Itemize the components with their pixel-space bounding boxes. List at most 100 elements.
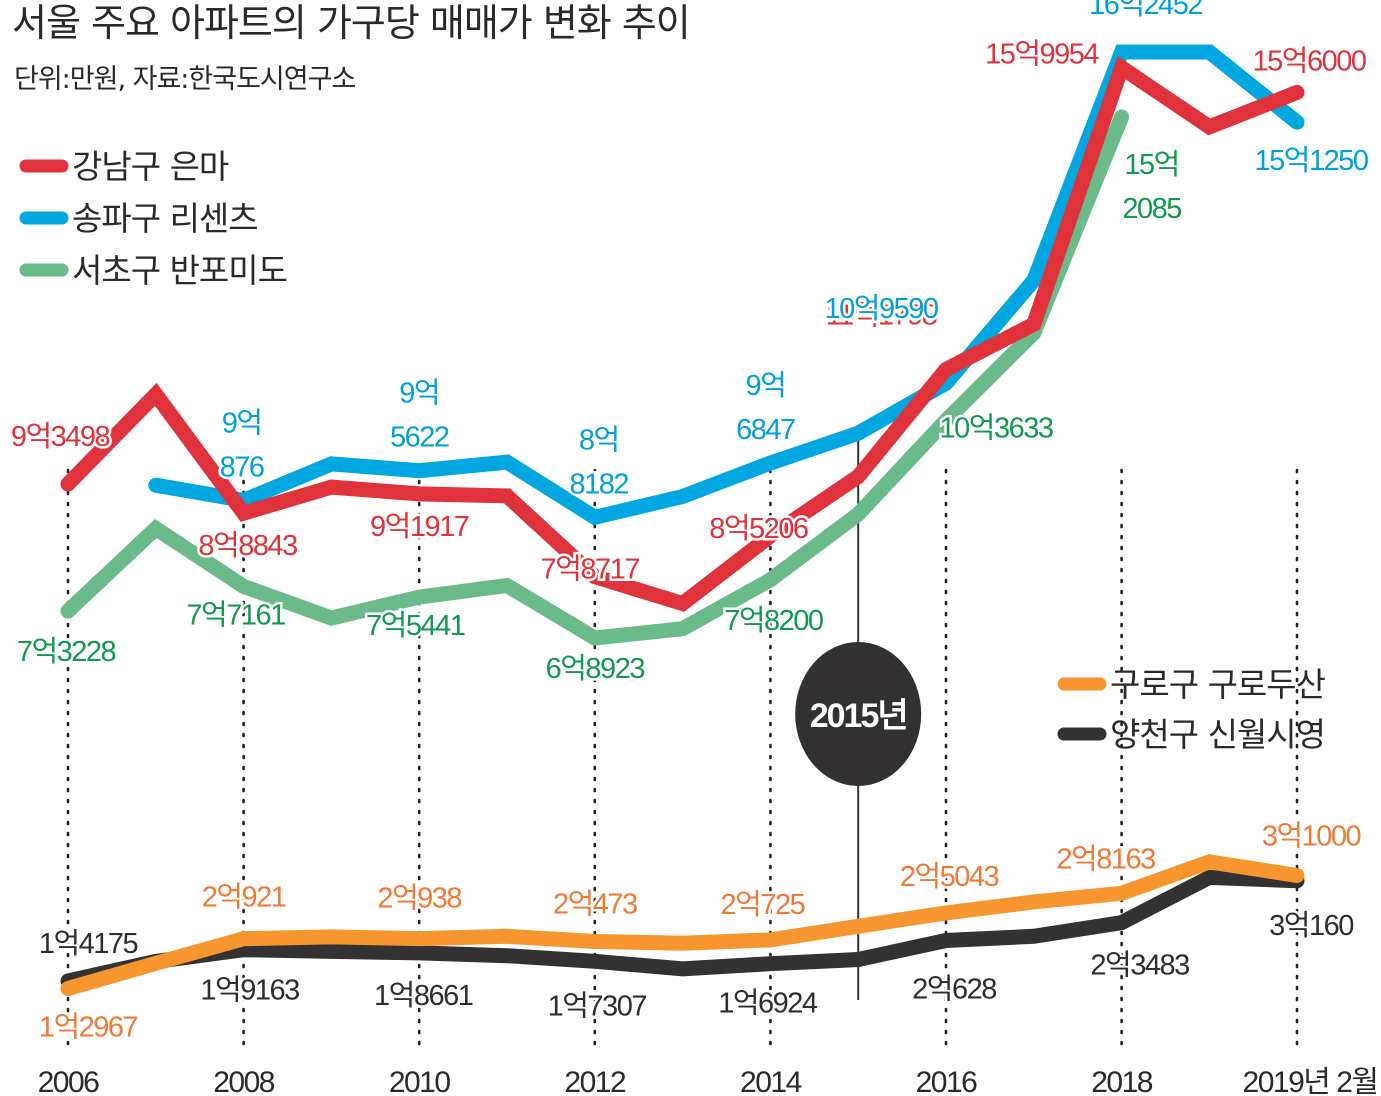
data-label: 7억3228 bbox=[17, 636, 116, 668]
data-label: 1억7307 bbox=[548, 990, 647, 1022]
data-label: 2억938 bbox=[377, 883, 461, 915]
annotation-label: 2015년 bbox=[810, 697, 907, 735]
data-label: 8억5206 bbox=[709, 513, 808, 545]
legend-label: 양천구 신월시영 bbox=[1110, 715, 1325, 754]
data-label-line: 1억6924 bbox=[718, 988, 818, 1020]
data-label: 6억8923 bbox=[546, 653, 645, 685]
x-tick-label: 2014 bbox=[740, 1066, 802, 1096]
data-label-line: 2억725 bbox=[721, 889, 805, 921]
x-tick-label: 2008 bbox=[213, 1066, 275, 1096]
data-label-line: 3억160 bbox=[1269, 910, 1353, 942]
data-label-line: 8억8843 bbox=[198, 530, 297, 562]
data-label-line: 15억1250 bbox=[1255, 145, 1368, 177]
data-label: 1억2967 bbox=[39, 1012, 138, 1044]
data-label: 1억8661 bbox=[374, 980, 473, 1012]
legend-label: 구로구 구로두산 bbox=[1110, 665, 1326, 704]
data-label-line: 8억5206 bbox=[709, 513, 808, 545]
data-label: 7억5441 bbox=[366, 610, 465, 642]
data-label-line: 2억628 bbox=[912, 974, 996, 1006]
data-label-line: 10억9590 bbox=[825, 293, 938, 325]
data-label-line: 1억9163 bbox=[200, 975, 299, 1007]
x-tick-label: 2006 bbox=[38, 1066, 100, 1096]
data-label-line: 2억5043 bbox=[900, 861, 999, 893]
data-label-line: 16억2452 bbox=[1089, 0, 1202, 21]
data-label-line: 15억 bbox=[1124, 149, 1178, 181]
data-label: 7억8200 bbox=[724, 605, 823, 637]
data-label-line: 15억9954 bbox=[985, 39, 1099, 71]
data-label: 3억1000 bbox=[1262, 821, 1361, 853]
data-label: 2억725 bbox=[721, 889, 805, 921]
data-label-line: 8182 bbox=[570, 468, 629, 500]
data-label: 9억1917 bbox=[370, 511, 469, 543]
data-label-line: 11억1798 bbox=[826, 299, 937, 331]
data-label-line: 9억 bbox=[745, 370, 785, 402]
data-label: 2억628 bbox=[912, 974, 996, 1006]
data-label: 3억160 bbox=[1269, 910, 1353, 942]
data-label: 2억473 bbox=[553, 889, 637, 921]
series-line-0 bbox=[60, 56, 1305, 612]
data-label-line: 5622 bbox=[390, 422, 449, 454]
data-label: 15억1250 bbox=[1255, 145, 1368, 177]
data-label-line: 9억 bbox=[399, 378, 439, 410]
data-label: 7억8717 bbox=[541, 554, 640, 586]
data-label-line: 10억3633 bbox=[940, 413, 1053, 445]
series-lines bbox=[60, 44, 1305, 996]
series-line-4 bbox=[60, 869, 1305, 989]
data-label-line: 2억921 bbox=[202, 882, 286, 914]
data-label: 10억3633 bbox=[940, 413, 1053, 445]
data-label: 15억 2085 bbox=[1122, 149, 1181, 225]
data-label: 2억3483 bbox=[1090, 950, 1189, 982]
annotation-2015: 2015년 bbox=[795, 432, 922, 1000]
x-tick-label: 2016 bbox=[916, 1066, 978, 1096]
data-label: 10억9590 bbox=[825, 293, 938, 325]
data-label: 9억 5622 bbox=[390, 378, 449, 454]
data-label-line: 7억5441 bbox=[366, 610, 465, 642]
data-label: 15억6000 bbox=[1253, 45, 1366, 77]
series-line-3 bbox=[60, 854, 1305, 996]
data-label-line: 2억473 bbox=[553, 889, 637, 921]
data-label: 9억 6847 bbox=[736, 370, 795, 446]
data-label-line: 7억8717 bbox=[541, 554, 640, 586]
data-label-line: 2억8163 bbox=[1056, 843, 1155, 875]
data-label-line: 6억8923 bbox=[546, 653, 645, 685]
data-label-line: 1억8661 bbox=[374, 980, 473, 1012]
data-label-line: 2085 bbox=[1122, 193, 1181, 225]
x-axis-ticks: 2006 2008 2010 2012 2014 2016 2018 2019년 2월 bbox=[38, 1066, 1379, 1096]
data-label: 1억6924 bbox=[718, 988, 818, 1020]
data-label-line: 7억8200 bbox=[724, 605, 823, 637]
data-label: 8억 8182 bbox=[570, 424, 629, 500]
x-tick-label: 2018 bbox=[1091, 1066, 1153, 1096]
data-labels: 9억3498 8억8843 9억1917 7억8717 8억5206 11억1798 15억… bbox=[8, 0, 1372, 1046]
legend-label: 송파구 리센츠 bbox=[72, 199, 258, 238]
series-line-2 bbox=[60, 109, 1130, 646]
data-label-line: 2억938 bbox=[377, 883, 461, 915]
data-label: 2억921 bbox=[202, 882, 286, 914]
data-label-line: 1억7307 bbox=[548, 990, 647, 1022]
x-tick-label: 2019년 2월 bbox=[1243, 1066, 1378, 1096]
data-label: 8억8843 bbox=[198, 530, 297, 562]
data-label-line: 7억7161 bbox=[186, 599, 285, 631]
data-label: 15억9954 bbox=[985, 39, 1099, 71]
data-label: 2억5043 bbox=[900, 861, 999, 893]
data-label-line: 7억3228 bbox=[17, 636, 116, 668]
data-label-line: 1억4175 bbox=[39, 928, 138, 960]
annotation-circle bbox=[795, 642, 922, 786]
data-label-line: 9억1917 bbox=[370, 511, 469, 543]
data-label: 16억2452 bbox=[1089, 0, 1202, 21]
data-label-line: 2억3483 bbox=[1090, 950, 1189, 982]
legend-label: 서초구 반포미도 bbox=[72, 251, 287, 290]
data-label: 7억7161 bbox=[186, 599, 285, 631]
data-label-line: 9억3498 bbox=[11, 421, 110, 453]
data-label: 9억 876 bbox=[220, 407, 264, 483]
x-tick-label: 2012 bbox=[564, 1066, 626, 1096]
legend-label: 강남구 은마 bbox=[72, 147, 229, 186]
data-label-line: 9억 bbox=[222, 407, 262, 439]
x-tick-label: 2010 bbox=[389, 1066, 451, 1096]
data-label: 2억8163 bbox=[1056, 843, 1155, 875]
data-label: 9억3498 bbox=[11, 421, 110, 453]
data-label-line: 6847 bbox=[736, 414, 795, 446]
data-label-line: 8억 bbox=[579, 424, 619, 456]
data-label: 11억1798 bbox=[826, 299, 937, 331]
